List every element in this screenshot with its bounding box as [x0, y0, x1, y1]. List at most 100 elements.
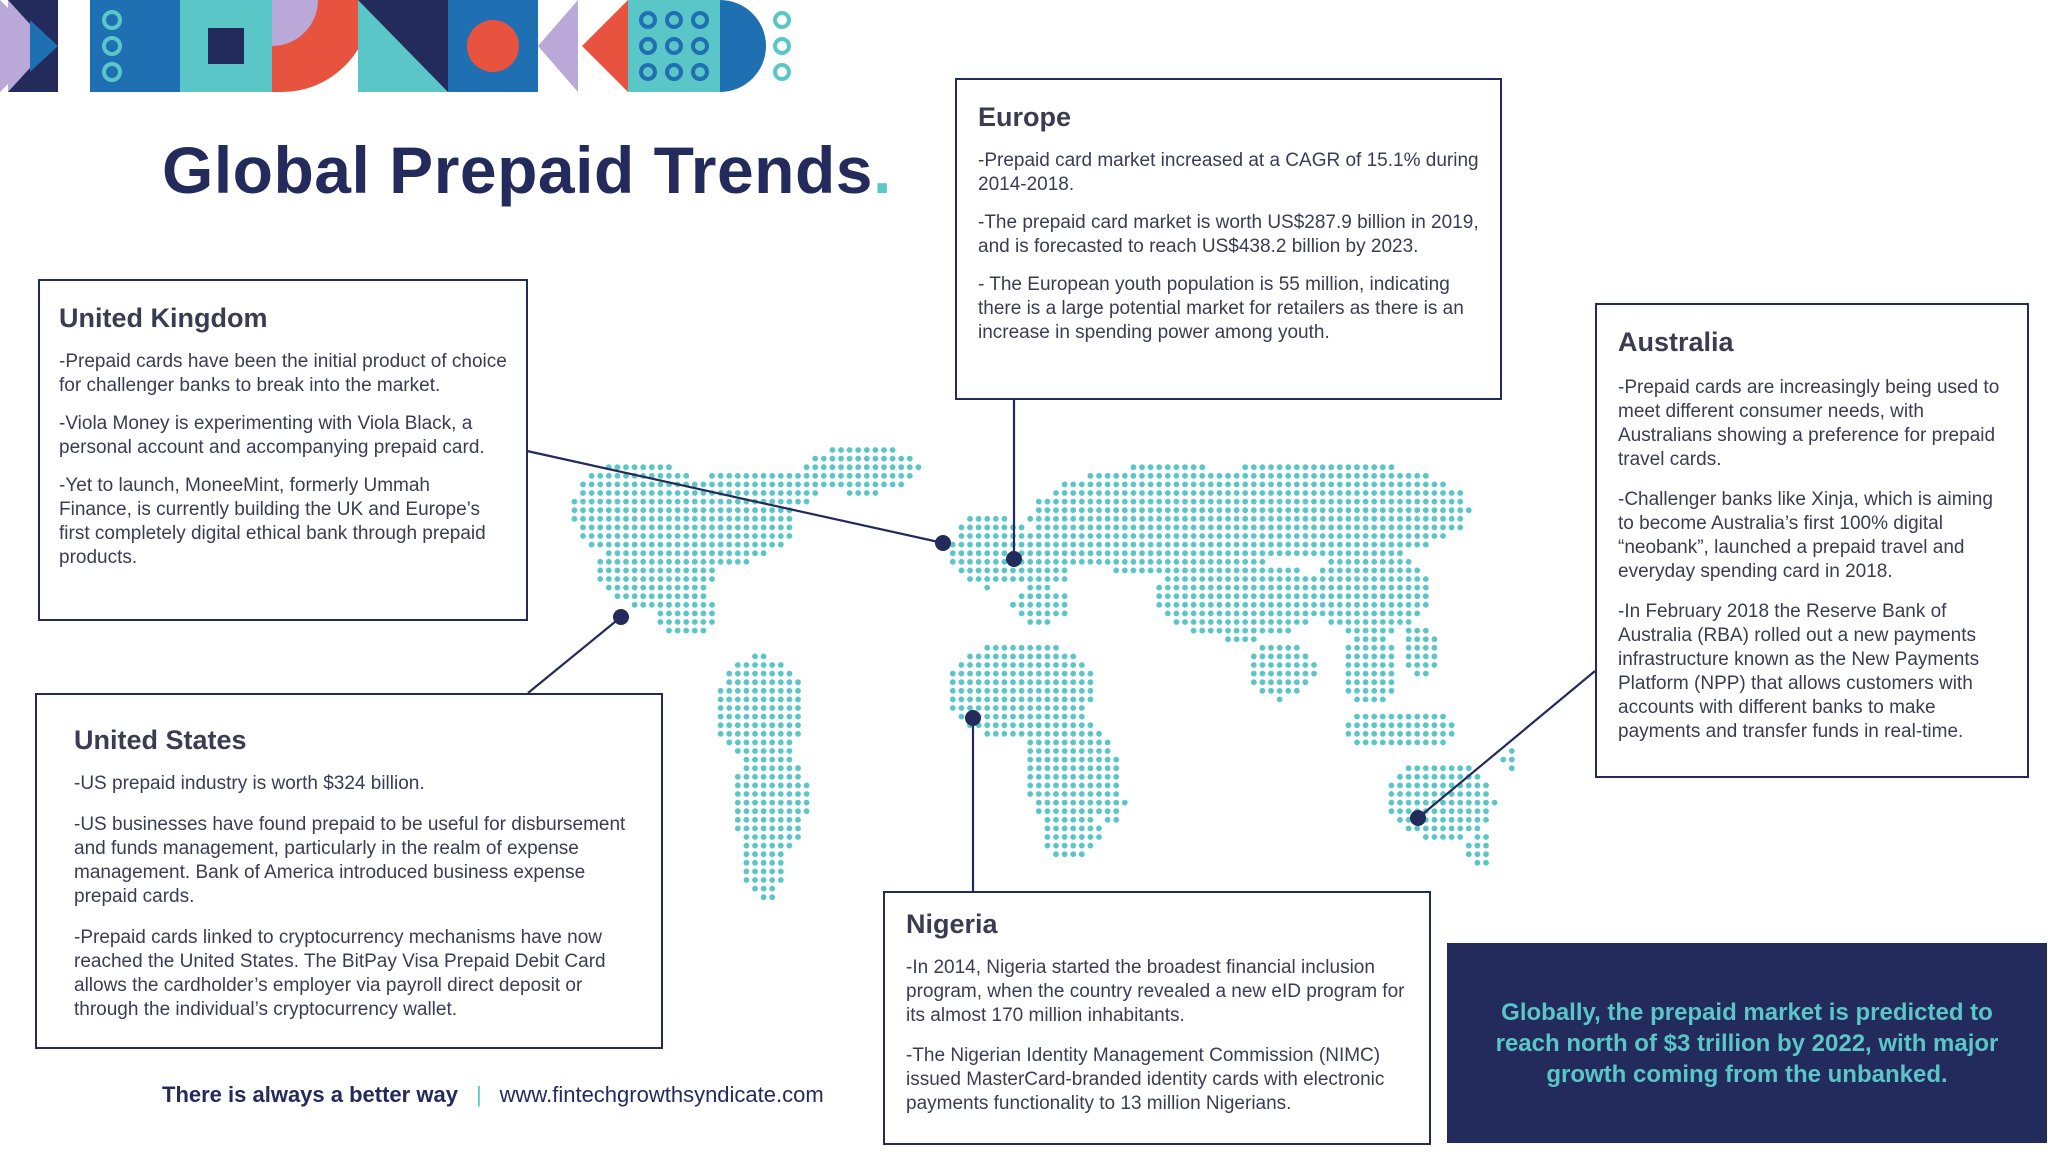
map-dot — [777, 748, 784, 754]
map-dot — [1302, 601, 1309, 608]
map-dot — [1027, 567, 1034, 574]
map-dot — [1087, 722, 1094, 729]
map-dot — [1233, 498, 1240, 505]
map-dot — [803, 472, 810, 479]
map-dot — [1268, 619, 1274, 625]
map-dot — [1345, 550, 1352, 557]
map-dot — [1336, 558, 1343, 565]
map-dot — [1414, 722, 1421, 729]
map-dot — [1319, 576, 1326, 582]
map-dot — [1345, 584, 1352, 591]
map-dot — [795, 705, 801, 711]
map-dot — [1440, 791, 1446, 797]
map-dot — [1508, 756, 1515, 763]
map-dot — [1147, 567, 1154, 574]
map-dot — [1078, 816, 1085, 823]
map-dot — [1328, 507, 1335, 514]
map-dot — [1379, 713, 1386, 720]
map-dot — [1336, 515, 1343, 522]
map-dot — [1371, 464, 1378, 471]
map-dot — [1078, 670, 1085, 677]
map-dot — [975, 515, 982, 522]
map-dot — [709, 472, 715, 479]
map-dot — [1173, 541, 1180, 548]
map-dot — [1354, 533, 1360, 539]
map-dot — [1018, 567, 1025, 574]
map-dot — [1173, 567, 1180, 574]
map-dot — [1405, 644, 1412, 651]
map-dot — [760, 859, 767, 866]
map-dot — [597, 576, 604, 582]
map-dot — [1078, 851, 1085, 858]
map-dot — [1371, 576, 1378, 582]
map-dot — [1397, 739, 1403, 746]
map-dot — [1336, 507, 1343, 514]
map-dot — [1457, 808, 1464, 815]
map-dot — [1311, 481, 1317, 488]
map-dot — [674, 550, 681, 557]
map-dot — [623, 576, 629, 582]
map-dot — [1362, 679, 1369, 686]
map-dot — [769, 662, 776, 668]
map-dot — [1242, 550, 1249, 557]
map-dot — [1405, 601, 1412, 608]
map-dot — [1156, 584, 1163, 591]
map-dot — [1233, 558, 1240, 565]
map-dot — [1474, 816, 1481, 823]
united-kingdom-card: United Kingdom -Prepaid cards have been … — [38, 279, 528, 621]
map-dot — [1362, 515, 1369, 522]
map-dot — [1190, 524, 1197, 531]
map-dot — [829, 455, 836, 462]
map-dot — [1087, 558, 1094, 565]
footer-website-link[interactable]: www.fintechgrowthsyndicate.com — [499, 1082, 824, 1107]
map-dot — [1379, 593, 1386, 600]
map-dot — [717, 515, 724, 522]
map-dot — [777, 696, 784, 703]
map-dot — [1233, 490, 1240, 496]
map-dot — [1345, 687, 1352, 694]
map-dot — [1216, 481, 1223, 488]
map-dot — [752, 653, 758, 660]
map-dot — [881, 447, 887, 453]
map-dot — [657, 472, 664, 479]
map-dot — [1156, 515, 1163, 522]
map-dot — [1156, 481, 1163, 488]
map-dot — [777, 799, 784, 806]
map-dot — [1147, 524, 1154, 531]
map-dot — [605, 550, 612, 557]
map-dot — [777, 472, 784, 479]
map-dot — [1164, 567, 1171, 574]
map-dot — [1027, 550, 1034, 557]
map-dot — [829, 464, 836, 471]
map-dot — [1328, 567, 1335, 574]
map-dot — [623, 515, 629, 522]
map-dot — [640, 481, 647, 488]
map-dot — [666, 498, 672, 505]
map-dot — [1061, 507, 1068, 514]
map-dot — [881, 464, 887, 471]
map-dot — [1061, 739, 1068, 746]
map-dot — [777, 782, 784, 789]
map-dot — [1371, 713, 1378, 720]
map-dot — [1474, 834, 1481, 840]
map-dot — [1293, 679, 1300, 686]
map-dot — [1070, 705, 1077, 711]
map-dot — [1078, 842, 1085, 849]
map-dot — [1216, 576, 1223, 582]
map-dot — [1405, 558, 1412, 565]
map-dot — [812, 490, 819, 496]
map-dot — [1078, 799, 1085, 806]
map-dot — [1362, 481, 1369, 488]
map-dot — [1311, 601, 1317, 608]
map-dot — [726, 524, 733, 531]
map-dot — [1405, 636, 1412, 643]
map-dot — [1182, 576, 1188, 582]
map-dot — [648, 481, 655, 488]
map-dot — [1388, 644, 1395, 651]
map-dot — [1276, 472, 1283, 479]
map-dot — [1242, 584, 1249, 591]
map-dot — [743, 834, 750, 840]
map-dot — [1276, 619, 1283, 625]
map-dot — [1285, 498, 1292, 505]
map-dot — [1087, 670, 1094, 677]
